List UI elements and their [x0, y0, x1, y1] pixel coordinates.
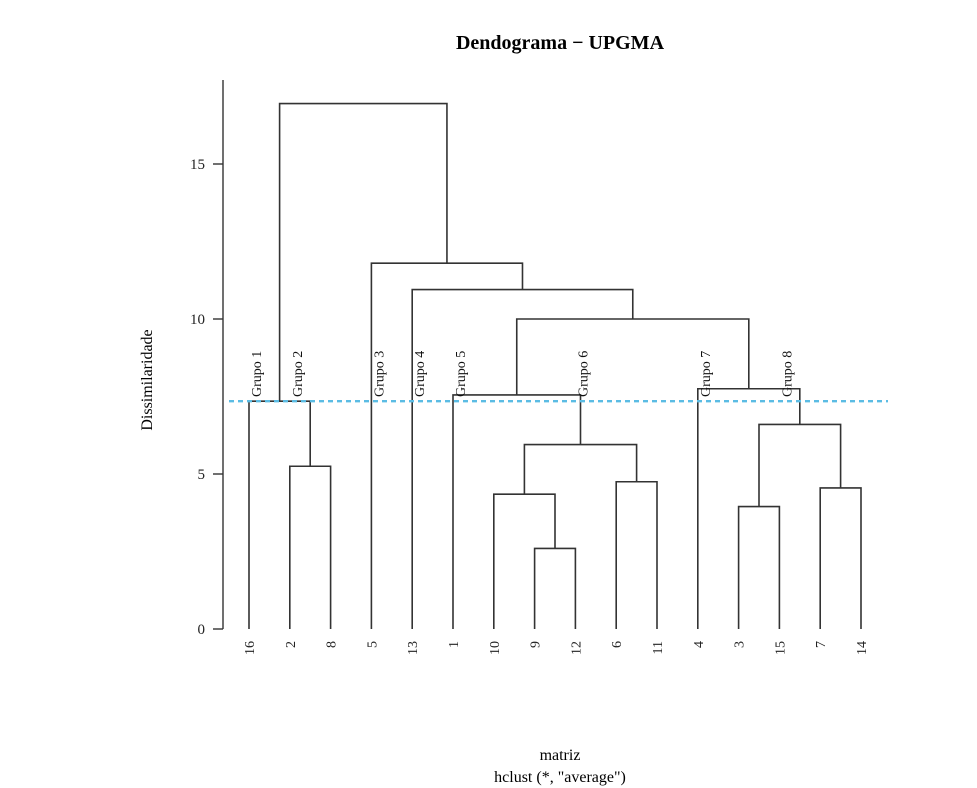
merge-link-3 — [493, 493, 556, 629]
leaf-label-1: 1 — [447, 641, 462, 648]
group-label-5: Grupo 5 — [454, 351, 469, 397]
y-tick-label-15: 15 — [190, 157, 205, 173]
leaf-label-5: 5 — [365, 641, 380, 648]
group-label-6: Grupo 6 — [576, 351, 591, 397]
leaf-label-14: 14 — [855, 641, 870, 655]
merge-link-5 — [615, 480, 658, 629]
group-label-7: Grupo 7 — [699, 351, 714, 397]
group-label-4: Grupo 4 — [413, 351, 428, 397]
y-tick-label-0: 0 — [198, 622, 206, 638]
leaf-labels: 16 2 8 5 13 1 10 9 12 6 11 4 3 15 7 14 — [243, 641, 870, 655]
x-axis-label: matriz — [540, 747, 581, 764]
leaf-label-12: 12 — [569, 641, 584, 655]
y-tick-label-10: 10 — [190, 312, 205, 328]
merge-link-13 — [411, 288, 634, 629]
merge-link-7 — [523, 443, 638, 495]
merge-link-10 — [452, 394, 582, 629]
leaf-label-16: 16 — [243, 641, 258, 655]
merge-link-12 — [515, 318, 750, 395]
leaf-label-8: 8 — [325, 641, 340, 648]
leaf-label-7: 7 — [814, 641, 829, 648]
leaf-label-15: 15 — [773, 641, 788, 655]
leaf-label-2: 2 — [284, 641, 299, 648]
leaf-label-6: 6 — [610, 641, 625, 648]
y-axis: 0 5 10 15 — [190, 80, 224, 638]
subtitle: hclust (*, "average") — [494, 769, 626, 786]
leaf-label-3: 3 — [733, 641, 748, 648]
merge-link-8 — [758, 423, 842, 507]
group-label-3: Grupo 3 — [372, 351, 387, 397]
merge-link-9 — [248, 400, 311, 629]
chart-title: Dendograma − UPGMA — [456, 32, 665, 54]
group-labels: Grupo 1 Grupo 2 Grupo 3 Grupo 4 Grupo 5 Grupo… — [250, 351, 795, 397]
leaf-label-9: 9 — [529, 641, 544, 648]
y-tick-label-5: 5 — [198, 467, 206, 483]
leaf-label-10: 10 — [488, 641, 503, 655]
merge-link-14 — [370, 262, 524, 629]
y-axis-label: Dissimilaridade — [139, 329, 156, 430]
leaf-label-4: 4 — [692, 641, 707, 648]
group-label-8: Grupo 8 — [780, 351, 795, 397]
merge-link-6 — [289, 465, 332, 629]
merge-link-15 — [278, 102, 448, 402]
merge-link-1 — [533, 547, 577, 629]
leaf-label-13: 13 — [406, 641, 421, 655]
merge-link-4 — [819, 487, 862, 629]
merge-link-2 — [737, 505, 781, 629]
group-label-2: Grupo 2 — [291, 351, 306, 397]
leaf-label-11: 11 — [651, 641, 666, 654]
group-label-1: Grupo 1 — [250, 351, 265, 397]
dendrogram-tree — [248, 102, 862, 629]
